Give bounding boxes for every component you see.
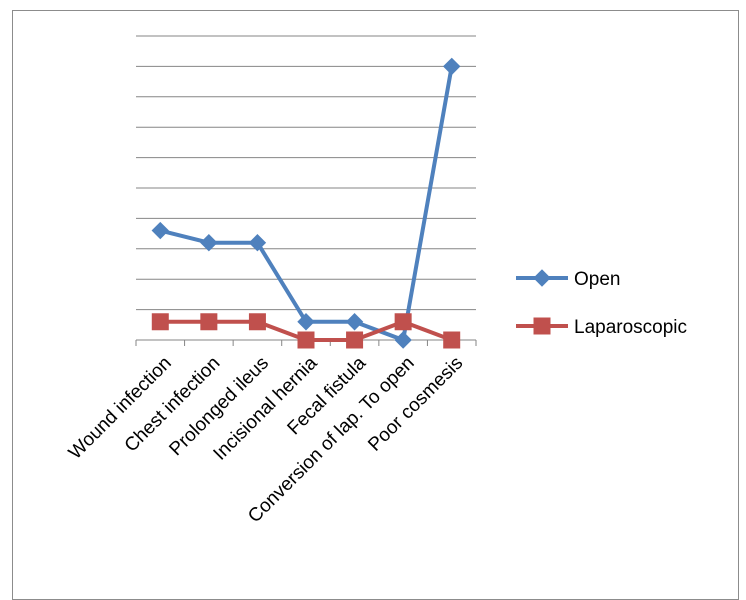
legend-label: Laparoscopic xyxy=(574,317,687,338)
chart-frame xyxy=(12,10,739,600)
open-point xyxy=(248,234,267,252)
legend-item-laparoscopic: Laparoscopic xyxy=(516,317,687,338)
series-line-open xyxy=(159,66,454,342)
laparoscopic-point xyxy=(200,313,218,331)
open-point xyxy=(200,234,218,252)
series-open xyxy=(159,66,454,342)
open-point xyxy=(297,313,315,331)
open-point xyxy=(394,331,412,349)
legend-item-open: Open xyxy=(516,269,620,290)
open-point xyxy=(533,269,551,287)
gridlines xyxy=(136,35,476,311)
open-point xyxy=(151,221,169,240)
open-point xyxy=(443,57,461,76)
series-lines xyxy=(151,57,461,349)
open-point xyxy=(345,313,364,331)
laparoscopic-point xyxy=(297,331,315,349)
laparoscopic-point xyxy=(248,313,266,331)
markers-open xyxy=(151,57,461,349)
laparoscopic-point xyxy=(533,317,551,335)
laparoscopic-point xyxy=(443,331,461,349)
laparoscopic-point xyxy=(151,313,169,331)
markers-laparoscopic xyxy=(151,313,461,349)
legend: Open Laparoscopic xyxy=(516,269,687,338)
laparoscopic-point xyxy=(346,331,364,349)
legend-label: Open xyxy=(574,269,620,290)
laparoscopic-point xyxy=(394,313,412,331)
